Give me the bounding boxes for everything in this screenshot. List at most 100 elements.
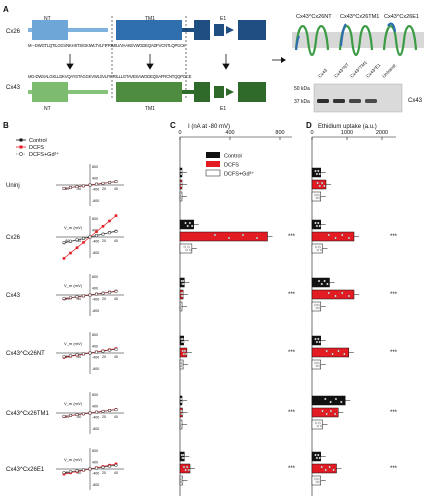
iv-y-tick: -400 <box>92 240 99 244</box>
iv-point <box>88 411 92 415</box>
bar-dot <box>347 294 351 298</box>
bar-dot <box>317 453 320 457</box>
bar-dot <box>180 424 183 428</box>
bar-dot <box>180 193 183 197</box>
cx26-e1-segment <box>214 24 224 36</box>
iv-point <box>94 466 98 470</box>
iv-x-tick: 20 <box>102 415 106 419</box>
iv-x-tick: 20 <box>102 297 106 301</box>
c-legend-dcfs: DCFS <box>224 163 239 169</box>
cx26-sequence: M---DWGTLQTILGGVNKHSTSIGKIWLTVLFIFRIMILV… <box>28 43 186 48</box>
bar-dot <box>318 224 321 228</box>
iv-x-tick: 40 <box>114 471 118 475</box>
bar-dot <box>183 349 187 353</box>
iv-vm-label: V_m (mV) <box>64 341 83 346</box>
cx43-tm1-domain <box>116 82 182 102</box>
panel-c: I (nA at -80 mV) 0 400 800 Control DCFS DC… <box>178 124 296 496</box>
iv-point <box>81 294 85 298</box>
iv-x-tick: -40 <box>76 355 81 359</box>
bar-dot <box>185 248 188 252</box>
iv-point <box>68 470 72 474</box>
iv-y-tick: -400 <box>92 298 99 302</box>
row-label: Cx43 <box>6 293 21 299</box>
bar-0 <box>179 451 185 462</box>
iv-x-tick: 40 <box>114 297 118 301</box>
bar-dot <box>326 282 329 286</box>
panel-c-bars: *** *** *** *** *** <box>179 167 296 486</box>
cx26-tm1-domain <box>116 20 182 40</box>
bar-dot <box>180 169 183 173</box>
bar-dot <box>182 456 186 460</box>
iv-point <box>88 467 92 471</box>
domain-label-e1-bottom: E1 <box>220 106 226 112</box>
bar-dot <box>331 352 334 356</box>
c-legend-control: Control <box>224 154 242 160</box>
bar-dot <box>317 477 320 481</box>
axis-tick-label: 800 <box>275 130 284 136</box>
domain-label-tm1: TM1 <box>145 16 155 22</box>
kda-37: 37 kDa <box>294 99 310 105</box>
bar-dot <box>213 233 217 237</box>
iv-point <box>94 182 98 186</box>
iv-point <box>69 251 72 255</box>
bar-dot <box>181 364 184 368</box>
topology-nt-swap <box>294 35 301 51</box>
bar-0 <box>179 335 184 346</box>
bar-dot <box>341 233 344 237</box>
legend-marker-control <box>19 138 23 142</box>
bar-dot <box>341 291 344 295</box>
significance-mark: *** <box>390 292 398 298</box>
panel-c-legend: Control DCFS DCFS+Gd³⁺ <box>205 152 254 178</box>
iv-y-tick: -400 <box>92 356 99 360</box>
significance-mark: *** <box>390 234 398 240</box>
bar-dot <box>317 303 320 307</box>
cx43-sequence: MG-DWSALGKLLDKVQAYSTAGGKVWLSVLFIFRILLLGT… <box>28 74 192 79</box>
panel-a-domain-diagram: Cx26 Cx43 NT TM1 E1 M---DWGTLQTILGGVNKHS… <box>6 16 286 112</box>
iv-y-tick: 800 <box>92 333 98 337</box>
bar-dot <box>180 181 183 185</box>
bar-dot <box>227 236 231 240</box>
iv-y-tick: -800 <box>92 427 99 431</box>
bar-2 <box>179 301 183 312</box>
iv-point <box>101 181 105 185</box>
bar-1 <box>311 407 339 418</box>
row-label: Cx43^Cx26NT <box>6 351 45 357</box>
bar-dot <box>317 169 320 173</box>
bar-dot <box>320 465 323 469</box>
iv-point <box>114 180 118 184</box>
topology-cx43-nt <box>294 25 330 57</box>
row-label: Cx43^Cx26TM1 <box>6 411 49 417</box>
iv-x-tick: -80 <box>64 415 69 419</box>
cx26-e1-domain <box>194 20 210 40</box>
legend-swatch-gd <box>205 169 221 177</box>
iv-x-tick: -40 <box>76 297 81 301</box>
cx26-label: Cx26 <box>6 29 21 35</box>
iv-x-tick: -80 <box>64 187 69 191</box>
bar-dot <box>184 468 187 472</box>
legend-swatch-control <box>206 152 220 158</box>
bar-2 <box>311 419 323 430</box>
membrane-band <box>292 32 424 48</box>
topology-tm1-swap <box>339 23 347 47</box>
bar-2 <box>311 191 321 202</box>
bar-1 <box>179 289 184 300</box>
iv-point <box>94 292 98 296</box>
significance-mark: *** <box>288 234 296 240</box>
bar-1 <box>179 407 183 418</box>
bar-dot <box>180 400 183 404</box>
bar-dot <box>180 172 183 176</box>
bar-2 <box>179 359 184 370</box>
iv-y-tick: 400 <box>92 228 98 232</box>
bar-dot <box>325 412 328 416</box>
bar-1 <box>311 231 355 242</box>
iv-point <box>82 241 85 244</box>
iv-y-tick: 400 <box>92 344 98 348</box>
iv-point <box>75 185 79 189</box>
bar-dot <box>181 453 185 457</box>
iv-point <box>68 413 72 417</box>
bar-1 <box>311 463 337 474</box>
panel-c-ticks: 0 400 800 <box>178 130 285 140</box>
iv-vm-label: V_m (mV) <box>64 457 83 462</box>
iv-point <box>81 468 85 472</box>
iv-point <box>62 472 66 476</box>
